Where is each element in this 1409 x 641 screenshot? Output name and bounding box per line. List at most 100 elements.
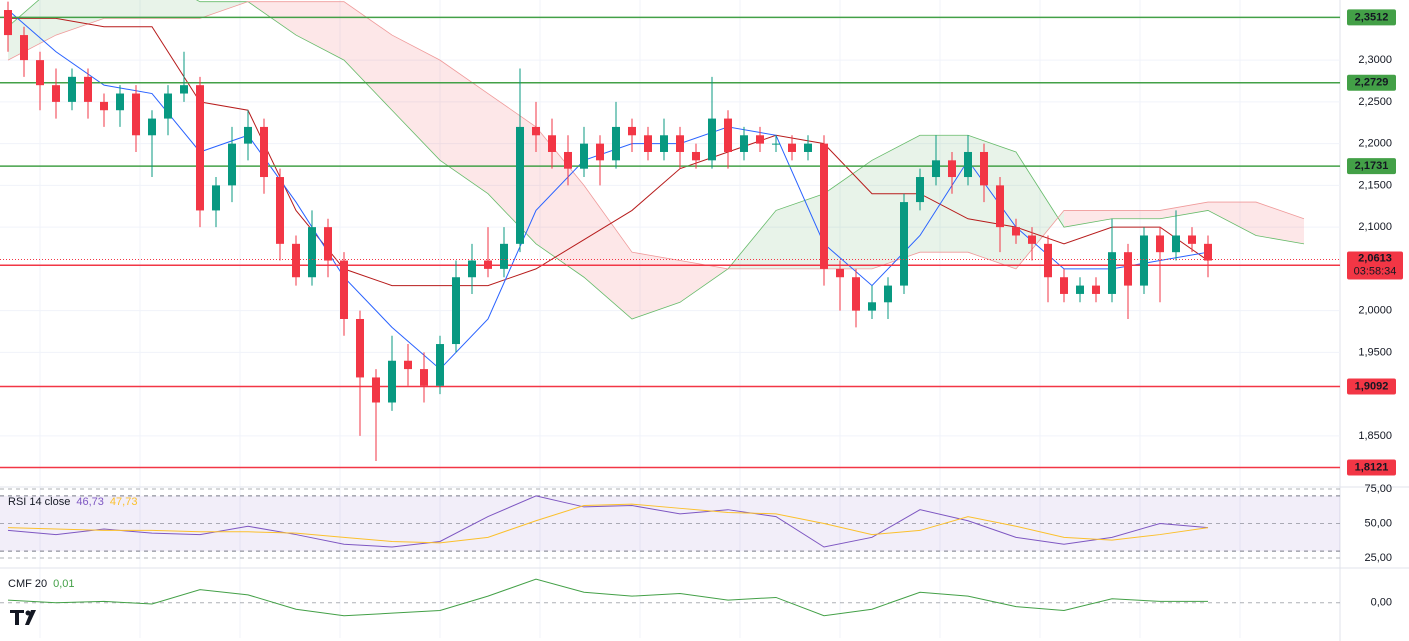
candle-body bbox=[708, 118, 716, 161]
candle-body bbox=[948, 160, 956, 178]
candle-body bbox=[196, 85, 204, 211]
cloud-segment bbox=[920, 135, 968, 253]
candle-body bbox=[1204, 243, 1212, 261]
tv-logo bbox=[10, 610, 36, 625]
candle-body bbox=[900, 202, 908, 286]
candle-body bbox=[452, 277, 460, 345]
candle-body bbox=[628, 126, 636, 136]
y-tick-label: 25,00 bbox=[1364, 552, 1392, 564]
cloud-segment bbox=[1208, 202, 1256, 236]
level-label: 2,1731 bbox=[1355, 160, 1389, 172]
candle-body bbox=[180, 85, 188, 94]
candle-body bbox=[100, 101, 108, 111]
y-tick-label: 2,2000 bbox=[1358, 138, 1392, 150]
candle-body bbox=[260, 126, 268, 178]
candle-body bbox=[788, 143, 796, 152]
cloud-segment bbox=[632, 252, 680, 319]
pane-title: CMF 20 bbox=[8, 578, 47, 590]
candle-body bbox=[1092, 285, 1100, 294]
candle-body bbox=[1028, 235, 1036, 244]
candle-body bbox=[132, 93, 140, 136]
candle-body bbox=[852, 277, 860, 311]
y-tick-label: 75,00 bbox=[1364, 483, 1392, 495]
pane-legend: CMF 20 0,01 bbox=[8, 578, 75, 590]
candle-body bbox=[660, 135, 668, 152]
candle-body bbox=[772, 143, 780, 145]
cloud-segment bbox=[1160, 202, 1208, 219]
tenkan-line bbox=[7, 9, 1209, 370]
candle-body bbox=[1012, 227, 1020, 236]
candle-body bbox=[484, 260, 492, 269]
candle-body bbox=[1108, 252, 1116, 294]
candle-body bbox=[468, 260, 476, 278]
pane-value: 47,73 bbox=[110, 496, 138, 508]
candle-body bbox=[36, 60, 44, 86]
candle-body bbox=[676, 135, 684, 152]
cloud-segment bbox=[968, 135, 1016, 269]
candle-body bbox=[692, 151, 700, 161]
candle-body bbox=[820, 143, 828, 269]
candle-body bbox=[148, 118, 156, 136]
level-label-box bbox=[1347, 158, 1396, 175]
last-price-box bbox=[1347, 251, 1403, 280]
candle-body bbox=[436, 344, 444, 386]
y-tick-label: 2,1500 bbox=[1358, 179, 1392, 191]
candle-body bbox=[804, 143, 812, 152]
cloud-segment bbox=[440, 60, 488, 194]
rsi-band bbox=[0, 495, 1340, 552]
cmf-line bbox=[7, 578, 1208, 617]
candle-body bbox=[52, 85, 60, 102]
level-label: 2,3512 bbox=[1355, 11, 1389, 23]
candle-body bbox=[932, 160, 940, 178]
candle-body bbox=[20, 35, 28, 61]
candle-body bbox=[1172, 235, 1180, 253]
candle-body bbox=[884, 285, 892, 303]
candle-body bbox=[516, 126, 524, 244]
last-price-label: 2,0613 bbox=[1358, 252, 1392, 264]
candle-body bbox=[324, 227, 332, 261]
candle-body bbox=[980, 151, 988, 186]
y-tick-label: 0,00 bbox=[1371, 597, 1392, 609]
pane-value: 46,73 bbox=[76, 496, 104, 508]
candle-body bbox=[1156, 235, 1164, 253]
candle-body bbox=[532, 126, 540, 136]
candle-body bbox=[916, 177, 924, 203]
candle-body bbox=[1140, 235, 1148, 286]
candle-body bbox=[68, 76, 76, 102]
candle-body bbox=[996, 185, 1004, 228]
candle-body bbox=[212, 185, 220, 211]
span-b-line bbox=[7, 1, 1305, 270]
candle-body bbox=[868, 302, 876, 311]
rsi-line bbox=[7, 495, 1209, 548]
candle-body bbox=[372, 377, 380, 403]
y-tick-label: 2,0000 bbox=[1358, 305, 1392, 317]
countdown-label: 03:58:34 bbox=[1354, 265, 1397, 277]
candle-body bbox=[116, 93, 124, 111]
candle-body bbox=[388, 360, 396, 403]
level-label-box bbox=[1347, 9, 1396, 26]
candle-body bbox=[612, 126, 620, 161]
candle-body bbox=[84, 76, 92, 102]
candle-body bbox=[1188, 235, 1196, 244]
cloud-segment bbox=[104, 0, 152, 19]
candle-body bbox=[596, 143, 604, 161]
y-tick-label: 1,9500 bbox=[1358, 346, 1392, 358]
cloud-segment bbox=[1064, 210, 1112, 228]
candle-body bbox=[1060, 277, 1068, 294]
y-tick-label: 2,2500 bbox=[1358, 96, 1392, 108]
candle-body bbox=[644, 135, 652, 152]
candle-body bbox=[580, 143, 588, 169]
cloud-segment bbox=[392, 35, 440, 161]
y-tick-label: 50,00 bbox=[1364, 517, 1392, 529]
cloud-segment bbox=[776, 193, 824, 269]
candle-body bbox=[308, 227, 316, 278]
candle-body bbox=[548, 135, 556, 152]
cloud-segment bbox=[536, 126, 584, 278]
y-tick-label: 1,8500 bbox=[1358, 430, 1392, 442]
candle-body bbox=[836, 268, 844, 278]
cloud-segment bbox=[152, 0, 200, 19]
candle-body bbox=[276, 177, 284, 244]
candle-body bbox=[356, 318, 364, 378]
